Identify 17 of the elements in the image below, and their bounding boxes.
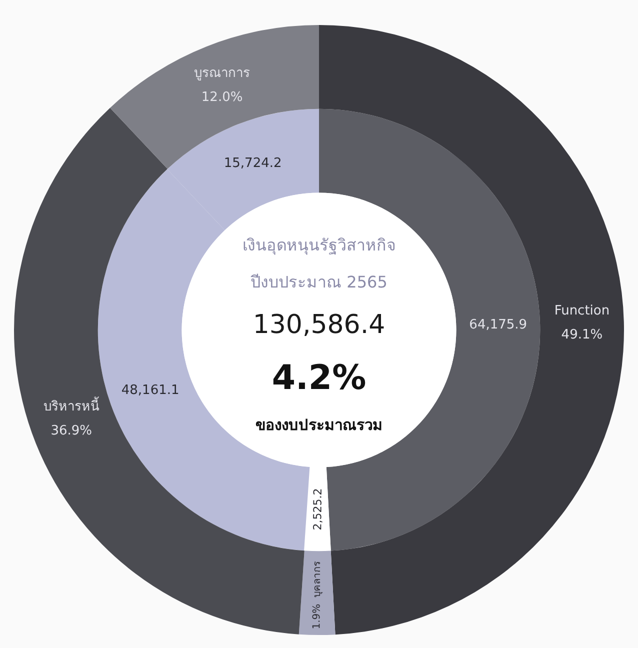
text: เงินอุดหนุนรัฐวิสาหกิจ	[242, 236, 396, 256]
text: ปีงบประมาณ 2565	[250, 272, 388, 292]
slice-label: Function	[554, 303, 610, 318]
data-label: 49.1%	[561, 327, 603, 342]
data-label: 64,175.9	[469, 318, 528, 333]
slice-label: บูรณาการ	[194, 66, 250, 81]
data-label: 15,724.2	[224, 156, 282, 171]
data-label: 48,161.1	[121, 383, 180, 398]
data-label: 1.9%	[312, 604, 323, 630]
data-label: 36.9%	[50, 423, 92, 438]
data-label: 12.0%	[201, 90, 243, 105]
data-label: 2,525.2	[311, 488, 324, 530]
text: 130,586.4	[252, 310, 386, 340]
text: ของงบประมาณรวม	[256, 416, 382, 434]
text: 4.2%	[272, 358, 366, 398]
slice-label: บุคลากร	[312, 560, 324, 598]
slice-label: บริหารหนี้	[43, 396, 100, 414]
